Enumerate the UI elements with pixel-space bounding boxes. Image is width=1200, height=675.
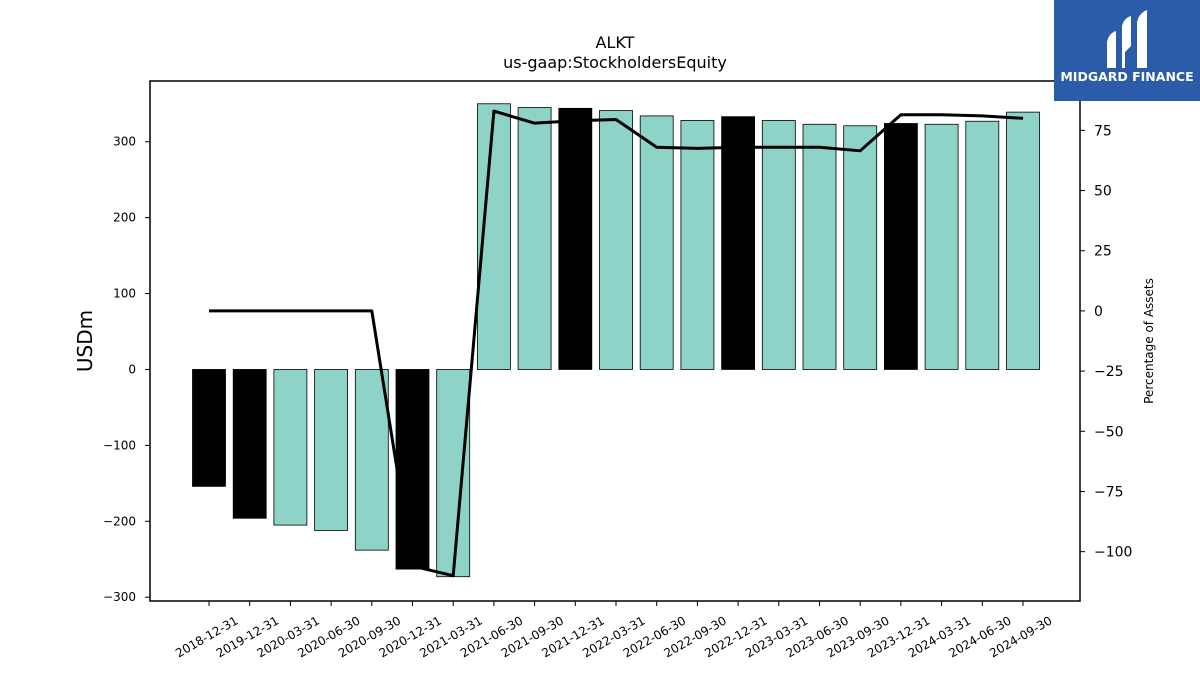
bar-2022-06-30: [639, 115, 674, 370]
logo-text: MIDGARD FINANCE: [1060, 69, 1193, 84]
y-tick-right-label: −75: [1094, 484, 1124, 500]
y-axis-right-ticks: −100 −75 −50 −25 0 25 50 75: [1080, 123, 1132, 561]
logo-mark-icon: [1107, 10, 1147, 68]
plot-frame: [149, 80, 1081, 602]
y-tick-right-label: −100: [1094, 545, 1132, 561]
line-group: [209, 109, 1024, 578]
bar-2020-09-30: [354, 369, 389, 551]
bar-2023-12-31: [884, 123, 918, 370]
bar-2023-06-30: [802, 123, 837, 370]
x-axis-ticks: 2018-12-312019-12-312020-03-312020-06-30…: [173, 601, 1055, 660]
bar-2023-03-31: [761, 120, 796, 370]
midgard-finance-logo: MIDGARD FINANCE: [1054, 0, 1200, 101]
y-axis-label-left: USDm: [73, 310, 97, 372]
bar-2021-12-31: [558, 107, 593, 370]
y-tick-left-label: 100: [113, 287, 136, 301]
y-tick-left-label: 300: [113, 135, 136, 149]
y-tick-left-label: 0: [128, 362, 136, 376]
y-tick-right-label: 0: [1094, 304, 1103, 320]
chart-subtitle: us-gaap:StockholdersEquity: [503, 53, 727, 72]
y-tick-left-label: −300: [103, 590, 136, 604]
y-tick-right-label: 75: [1094, 123, 1112, 139]
y-tick-right-label: 50: [1094, 184, 1112, 200]
bar-2018-12-31: [192, 369, 226, 487]
bar-2022-12-31: [721, 116, 755, 370]
y-axis-label-right: Percentage of Assets: [1142, 278, 1156, 404]
bar-2020-06-30: [314, 369, 349, 531]
y-axis-left-ticks: −300 −200 −100 0 100 200 300: [103, 135, 150, 604]
bar-2024-09-30: [1006, 111, 1040, 370]
y-tick-left-label: 200: [113, 211, 136, 225]
bar-2024-06-30: [965, 120, 1000, 370]
y-tick-left-label: −200: [103, 514, 136, 528]
y-tick-left-label: −100: [103, 438, 136, 452]
bar-2019-12-31: [232, 369, 267, 519]
bar-2024-03-31: [924, 123, 959, 370]
bar-2022-09-30: [680, 120, 715, 370]
y-tick-right-label: −50: [1094, 424, 1124, 440]
bar-2020-12-31: [395, 369, 430, 570]
bar-2023-09-30: [843, 125, 878, 370]
bar-2021-09-30: [517, 107, 552, 370]
bar-2022-03-31: [599, 110, 633, 370]
y-tick-right-label: −25: [1094, 364, 1124, 380]
bar-2021-03-31: [436, 369, 471, 578]
chart-title: ALKT: [596, 33, 635, 52]
pct-of-assets-line: [209, 109, 1024, 578]
bars-group: [192, 103, 1040, 578]
bar-2020-03-31: [273, 369, 308, 526]
logo-background: [1054, 0, 1200, 101]
y-tick-right-label: 25: [1094, 244, 1112, 260]
